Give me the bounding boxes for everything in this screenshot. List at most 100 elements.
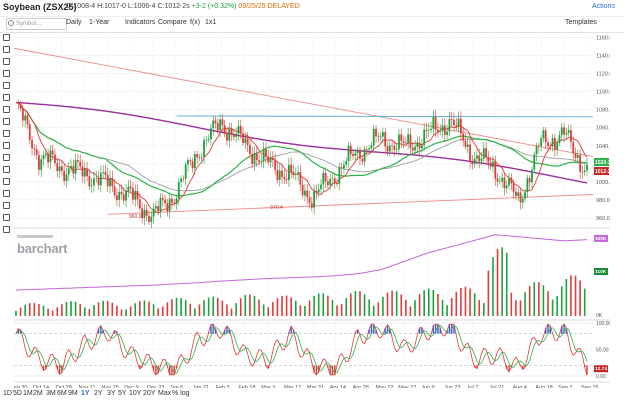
volume-bar: [427, 288, 430, 316]
candle-body: [315, 190, 318, 193]
vol-tag: [594, 268, 608, 276]
volume-bar: [24, 304, 26, 316]
crosshair-tool-icon[interactable]: [3, 34, 10, 41]
volume-bar: [313, 295, 315, 316]
candle-body: [285, 178, 288, 181]
shape-tool-icon[interactable]: [3, 106, 10, 113]
candle-body: [31, 139, 33, 149]
volume-bar: [501, 247, 503, 316]
range-button-9m[interactable]: 9M: [68, 390, 78, 397]
zoom-in-icon[interactable]: [3, 202, 10, 209]
range-button-1y[interactable]: 1Y: [81, 390, 90, 397]
stochastic-pane: 0.00 50.00 100.00 12.74: [14, 321, 610, 380]
range-button-3y[interactable]: 3Y: [107, 390, 116, 397]
candle-body: [267, 156, 270, 163]
range-button-20y[interactable]: 20Y: [143, 390, 156, 397]
lock-tool-icon[interactable]: [3, 178, 10, 185]
range-button-5y[interactable]: 5Y: [118, 390, 127, 397]
pencil-tool-icon[interactable]: [3, 58, 10, 65]
volume-pane: 300K 110K 0K: [15, 234, 608, 319]
candle-body: [586, 164, 588, 171]
range-button-6m[interactable]: 6M: [57, 390, 67, 397]
volume-bar: [492, 257, 494, 316]
x-tick-label: May 12: [375, 385, 393, 388]
arrow-tool-icon[interactable]: [3, 154, 10, 161]
fibonacci-tool-icon[interactable]: [3, 82, 10, 89]
more-tools-icon[interactable]: [3, 226, 10, 233]
volume-bar: [281, 295, 283, 316]
volume-bar: [304, 306, 306, 316]
interval-daily-dropdown[interactable]: Daily: [66, 19, 82, 26]
volume-bar: [570, 275, 572, 316]
volume-bar: [510, 292, 513, 316]
aspect-ratio-button[interactable]: 1x1: [205, 19, 217, 26]
range-button-3m[interactable]: 3M: [46, 390, 56, 397]
trendline-tool-icon[interactable]: [3, 46, 10, 53]
templates-button[interactable]: Templates: [565, 19, 597, 26]
pattern-tool-icon[interactable]: [3, 94, 10, 101]
x-tick-label: Jan 21: [193, 385, 210, 388]
candle-body: [104, 172, 107, 175]
candle-body: [191, 161, 194, 169]
hide-tool-icon[interactable]: [3, 190, 10, 197]
volume-bar: [180, 298, 182, 316]
candle-body: [230, 128, 233, 135]
candle-body: [54, 154, 56, 163]
range-button-10y[interactable]: 10Y: [129, 390, 142, 397]
chart-area[interactable]: 960.0980.01000.01020.01040.01060.01080.0…: [14, 32, 610, 388]
candle-body: [505, 185, 508, 189]
symbol-search-input[interactable]: Symbol...: [6, 18, 67, 30]
range-button-5d[interactable]: 5D: [13, 390, 22, 397]
volume-bar: [450, 297, 453, 316]
candle-body: [239, 125, 242, 134]
candle-body: [265, 149, 267, 157]
volume-bar: [377, 302, 380, 316]
volume-bar: [505, 252, 508, 316]
brush-tool-icon[interactable]: [3, 142, 10, 149]
volume-bar: [290, 297, 292, 316]
text-tool-icon[interactable]: [3, 118, 10, 125]
candle-body: [480, 158, 483, 162]
measure-tool-icon[interactable]: [3, 130, 10, 137]
period-1year-dropdown[interactable]: 1-Year: [89, 19, 110, 26]
channel-tool-icon[interactable]: [3, 70, 10, 77]
range-button-2m[interactable]: 2M: [33, 390, 43, 397]
candle-body: [549, 146, 552, 147]
candle-body: [372, 128, 375, 146]
compare-button[interactable]: Compare: [158, 19, 187, 26]
indicators-button[interactable]: Indicators: [125, 19, 156, 26]
resistance-line: [176, 115, 594, 118]
candle-body: [370, 145, 373, 149]
candle-body: [476, 155, 478, 159]
price-tag-last: [594, 167, 609, 176]
y-tick-label: 1040.0: [596, 144, 610, 150]
candle-body: [35, 149, 38, 156]
zoom-out-icon[interactable]: [3, 214, 10, 221]
barchart-watermark: barchart: [17, 241, 68, 256]
range-button-1d[interactable]: 1D: [3, 390, 12, 397]
candle-body: [446, 131, 449, 135]
volume-bar: [253, 295, 256, 316]
fx-button[interactable]: f(x): [190, 19, 201, 26]
range-button-1m[interactable]: 1M: [23, 390, 33, 397]
candle-body: [51, 150, 54, 155]
volume-bar: [276, 298, 279, 316]
candle-body: [72, 165, 75, 174]
volume-bar: [414, 300, 416, 316]
range-button-2y[interactable]: 2Y: [94, 390, 103, 397]
oi-tag-text: 300K: [595, 236, 607, 242]
volume-bar: [363, 294, 366, 316]
volume-bar: [538, 282, 540, 316]
candle-body: [544, 130, 547, 143]
candle-body: [352, 154, 354, 156]
drawing-tools-sidebar: [0, 32, 14, 382]
actions-button[interactable]: Actions: [592, 3, 615, 10]
candle-body: [317, 189, 320, 193]
volume-bar: [116, 305, 118, 316]
range-button-log[interactable]: % log: [172, 390, 190, 397]
eraser-tool-icon[interactable]: [3, 166, 10, 173]
candle-body: [496, 178, 499, 182]
candle-body: [306, 190, 309, 198]
y-tick-label: 1000.0: [596, 180, 610, 186]
range-button-max[interactable]: Max: [158, 390, 172, 397]
